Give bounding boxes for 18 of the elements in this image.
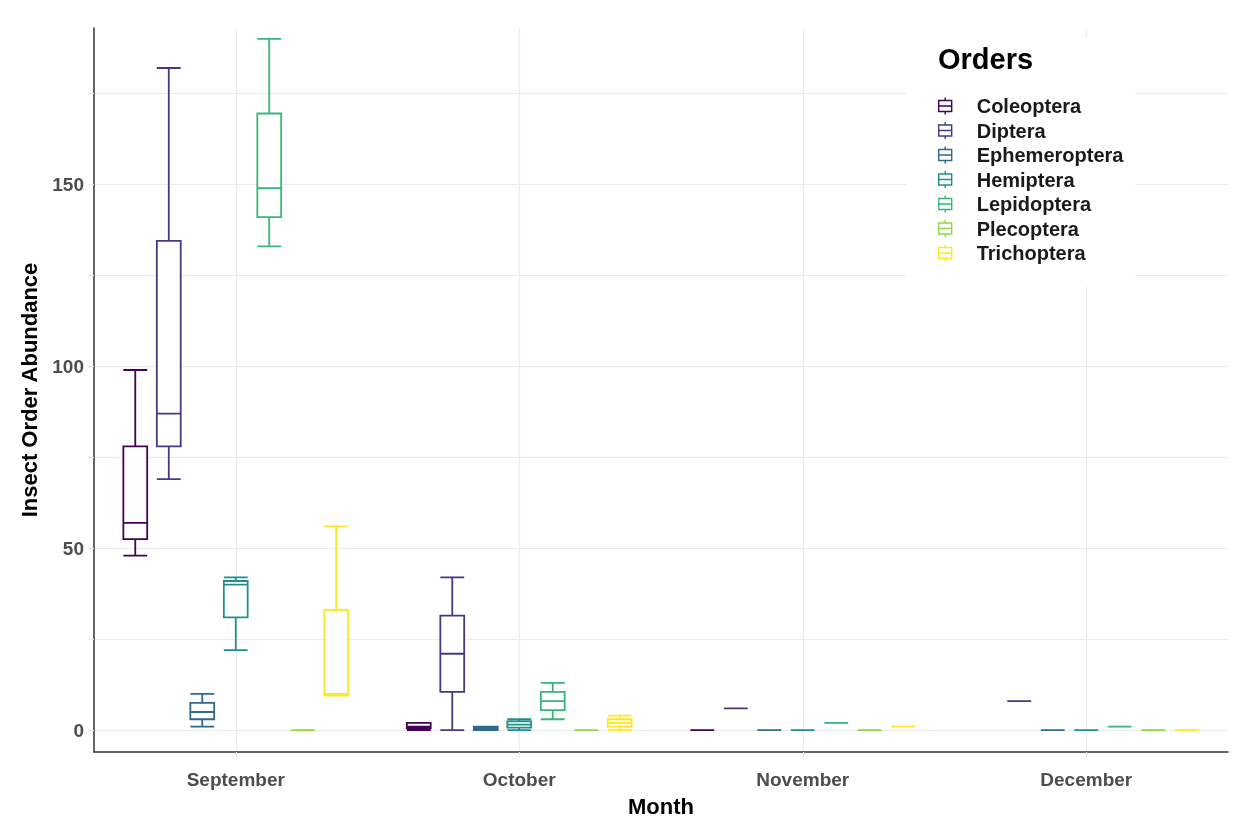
x-tick-label: September: [186, 769, 286, 790]
x-axis-title: Month: [628, 793, 694, 819]
legend-label: Diptera: [976, 119, 1047, 142]
legend-label: Ephemeroptera: [976, 144, 1125, 166]
x-tick-label: October: [482, 769, 557, 790]
y-tick-label: 100: [52, 355, 84, 377]
y-tick-label: 50: [62, 537, 84, 559]
legend-title: Orders: [938, 42, 1034, 75]
y-tick-label: 0: [73, 719, 84, 741]
x-tick-label: November: [756, 769, 850, 790]
y-tick-label: 150: [52, 173, 84, 195]
legend-label: Hemiptera: [976, 168, 1076, 191]
y-axis-title: Insect Order Abundance: [16, 262, 42, 518]
legend-label: Lepidoptera: [976, 193, 1093, 215]
legend-label: Trichoptera: [976, 242, 1087, 264]
x-tick-label: December: [1040, 769, 1133, 790]
legend-label: Coleoptera: [976, 95, 1083, 117]
legend-label: Plecoptera: [976, 217, 1080, 240]
